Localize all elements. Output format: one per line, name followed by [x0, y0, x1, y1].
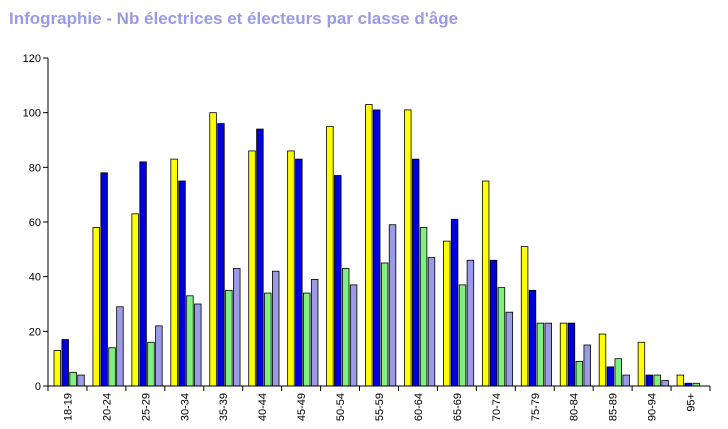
- y-tick-label: 0: [35, 381, 41, 393]
- x-tick-label: 75-79: [530, 393, 542, 421]
- bar-75-79-s4: [544, 322, 552, 387]
- bar-40-44-s1: [248, 150, 256, 387]
- x-tick-label: 85-89: [608, 393, 620, 421]
- bar-20-24-s2: [100, 172, 108, 387]
- bar-80-84-s3: [575, 360, 584, 387]
- bar-18-19-s3: [69, 371, 77, 387]
- bar-90-94-s2: [645, 374, 654, 387]
- bar-85-89-s2: [606, 366, 615, 387]
- bar-30-34-s4: [194, 303, 202, 387]
- y-tick-label: 100: [23, 108, 41, 120]
- bar-30-34-s1: [170, 158, 178, 387]
- bar-65-69-s3: [458, 284, 467, 387]
- bar-60-64-s1: [404, 109, 412, 387]
- x-tick-label: 50-54: [335, 393, 347, 421]
- bar-80-84-s2: [567, 322, 576, 387]
- bar-20-24-s1: [92, 227, 100, 387]
- bar-20-24-s3: [108, 347, 116, 387]
- bar-80-84-s4: [583, 344, 591, 387]
- x-tick-label: 45-49: [296, 393, 308, 421]
- x-tick-label: 30-34: [179, 393, 191, 421]
- bar-60-64-s2: [411, 158, 420, 387]
- bar-65-69-s1: [443, 240, 451, 387]
- x-tick-label: 25-29: [140, 393, 152, 421]
- y-tick-label: 60: [29, 217, 41, 229]
- bar-45-49-s3: [303, 292, 311, 387]
- x-tick-label: 70-74: [491, 393, 503, 421]
- bar-55-59-s4: [388, 224, 397, 387]
- bar-35-39-s4: [233, 268, 241, 387]
- bar-95+-s1: [676, 374, 685, 387]
- x-tick-label: 80-84: [569, 393, 581, 421]
- bar-90-94-s4: [661, 380, 669, 387]
- bar-80-84-s1: [559, 322, 568, 387]
- chart-title: Infographie - Nb électrices et électeurs…: [9, 9, 459, 28]
- bar-85-89-s4: [622, 374, 630, 387]
- y-tick-label: 120: [23, 53, 41, 65]
- bar-75-79-s3: [536, 322, 545, 387]
- bar-18-19-s4: [77, 374, 85, 387]
- bar-45-49-s4: [310, 278, 319, 387]
- bar-75-79-s2: [528, 289, 537, 387]
- y-tick-label: 80: [29, 162, 41, 174]
- bar-85-89-s3: [614, 358, 622, 387]
- bar-25-29-s2: [139, 161, 147, 387]
- bar-45-49-s1: [287, 150, 295, 387]
- x-tick-label: 90-94: [647, 393, 659, 421]
- bar-65-69-s4: [466, 259, 475, 387]
- bars-group: [53, 104, 700, 387]
- x-tick-label: 60-64: [413, 393, 425, 421]
- bar-60-64-s4: [427, 257, 436, 387]
- bar-40-44-s2: [256, 128, 264, 387]
- bar-45-49-s2: [295, 158, 303, 387]
- bar-50-54-s4: [349, 284, 358, 387]
- x-tick-label: 55-59: [374, 393, 386, 421]
- bar-90-94-s1: [637, 341, 646, 387]
- bar-70-74-s2: [489, 259, 498, 387]
- x-tick-label: 65-69: [452, 393, 464, 421]
- bar-35-39-s3: [225, 289, 233, 387]
- bar-75-79-s1: [520, 246, 529, 387]
- y-tick-label: 40: [29, 272, 41, 284]
- bar-60-64-s3: [419, 227, 428, 387]
- bar-50-54-s1: [326, 125, 334, 387]
- bar-40-44-s4: [272, 270, 280, 387]
- bar-50-54-s2: [334, 175, 342, 387]
- bar-70-74-s4: [505, 311, 514, 387]
- y-tick-label: 20: [29, 326, 41, 338]
- bar-20-24-s4: [116, 306, 124, 387]
- bar-70-74-s3: [497, 287, 506, 387]
- x-tick-label: 35-39: [218, 393, 230, 421]
- bar-50-54-s3: [341, 268, 350, 387]
- bar-35-39-s2: [217, 123, 225, 387]
- x-tick-label: 20-24: [101, 393, 113, 421]
- bar-30-34-s2: [178, 180, 186, 387]
- bar-30-34-s3: [186, 295, 194, 387]
- bar-35-39-s1: [209, 112, 217, 387]
- bar-85-89-s1: [598, 333, 607, 387]
- bar-18-19-s1: [53, 350, 61, 387]
- axes-group: 0 20 40 60 80 100 120 18-19 20-24 25-29 30-34 35-39…: [23, 53, 711, 421]
- x-tick-label: 18-19: [62, 393, 74, 421]
- bar-25-29-s1: [131, 213, 139, 387]
- bar-90-94-s3: [653, 374, 661, 387]
- bar-25-29-s3: [147, 341, 155, 387]
- bar-55-59-s1: [365, 104, 373, 387]
- bar-55-59-s2: [373, 109, 381, 387]
- bar-55-59-s3: [380, 262, 389, 387]
- x-tick-label: 40-44: [257, 393, 269, 421]
- bar-40-44-s3: [264, 292, 272, 387]
- x-tick-label: 95+: [686, 393, 698, 412]
- bar-65-69-s2: [450, 218, 459, 387]
- bar-18-19-s2: [61, 339, 69, 387]
- bar-25-29-s4: [155, 325, 163, 387]
- bar-70-74-s1: [481, 180, 490, 387]
